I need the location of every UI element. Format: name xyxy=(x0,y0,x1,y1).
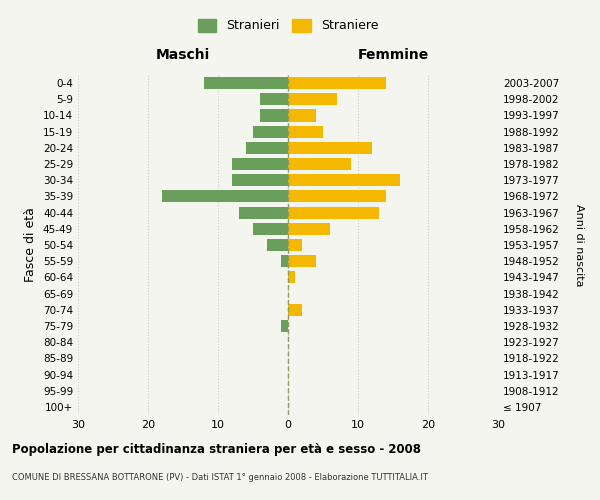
Bar xyxy=(288,110,316,122)
Bar xyxy=(281,320,288,332)
Bar xyxy=(288,206,379,218)
Legend: Stranieri, Straniere: Stranieri, Straniere xyxy=(193,14,383,38)
Y-axis label: Anni di nascita: Anni di nascita xyxy=(574,204,584,286)
Bar xyxy=(260,93,288,106)
Bar xyxy=(288,93,337,106)
Bar xyxy=(204,77,288,89)
Bar xyxy=(162,190,288,202)
Text: Femmine: Femmine xyxy=(358,48,428,62)
Bar xyxy=(239,206,288,218)
Bar xyxy=(288,126,323,138)
Bar xyxy=(253,126,288,138)
Bar xyxy=(246,142,288,154)
Bar xyxy=(288,174,400,186)
Bar xyxy=(288,255,316,268)
Bar xyxy=(267,239,288,251)
Bar xyxy=(288,222,330,235)
Bar xyxy=(253,222,288,235)
Bar xyxy=(232,174,288,186)
Bar xyxy=(260,110,288,122)
Y-axis label: Fasce di età: Fasce di età xyxy=(25,208,37,282)
Bar xyxy=(288,190,386,202)
Text: Maschi: Maschi xyxy=(156,48,210,62)
Bar xyxy=(288,77,386,89)
Bar xyxy=(281,255,288,268)
Bar xyxy=(288,142,372,154)
Bar xyxy=(232,158,288,170)
Bar xyxy=(288,304,302,316)
Text: COMUNE DI BRESSANA BOTTARONE (PV) - Dati ISTAT 1° gennaio 2008 - Elaborazione TU: COMUNE DI BRESSANA BOTTARONE (PV) - Dati… xyxy=(12,472,428,482)
Bar xyxy=(288,272,295,283)
Bar xyxy=(288,239,302,251)
Bar xyxy=(288,158,351,170)
Text: Popolazione per cittadinanza straniera per età e sesso - 2008: Popolazione per cittadinanza straniera p… xyxy=(12,442,421,456)
